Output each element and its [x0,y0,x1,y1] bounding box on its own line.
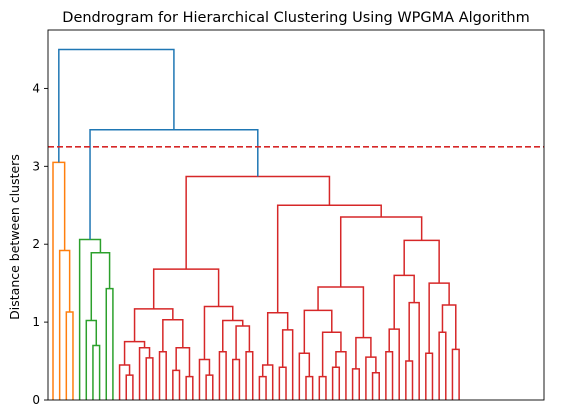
cluster-3-link-27 [232,358,241,400]
cluster-3-link-57 [438,331,447,400]
cluster-3-link-37 [303,309,333,354]
cluster-3-link-17 [158,350,167,400]
cluster-3-link-10 [133,308,174,342]
cluster-3-link-53 [405,360,414,400]
cluster-3-link-45 [351,368,360,400]
chart-title: Dendrogram for Hierarchical Clustering U… [62,10,529,26]
cluster-3-link-46 [365,356,377,400]
cluster-3-link-49 [393,274,415,330]
cluster-3-link-16 [162,319,184,352]
cluster-3-link-15 [145,357,154,400]
cluster-3-link-20 [185,375,194,400]
cluster-3-link-13 [125,374,134,400]
cluster-3-link-42 [335,350,347,400]
dendrogram-links [52,48,460,400]
cluster-3-link-14 [138,347,151,400]
cluster-3-link-56 [441,304,457,350]
cluster-3-link-30 [266,312,289,365]
cluster-1-link-0 [52,161,66,400]
cluster-2-link-4 [90,252,111,321]
cluster-3-link-12 [118,364,131,400]
cluster-3-link-24 [222,319,244,352]
cluster-3-link-9 [152,268,220,309]
cluster-3-link-40 [321,331,342,377]
cluster-3-link-44 [355,336,372,369]
cluster-3-link-54 [428,282,450,354]
y-axis-ticks: 0 1 2 3 4 [32,81,48,407]
plot-frame [47,29,545,401]
cluster-2-link-6 [92,344,101,400]
cluster-3-link-41 [318,375,327,400]
cluster-3-link-34 [278,366,287,400]
cluster-3-link-38 [298,352,311,400]
cluster-3-link-32 [258,375,267,400]
cluster-3-link-55 [425,352,434,400]
cluster-3-link-39 [305,375,314,400]
y-tick-label-4: 4 [32,81,40,95]
cluster-3-link-47 [371,371,380,400]
cluster-2-link-7 [105,287,114,400]
cluster-3-link-28 [245,350,254,400]
cluster-3-link-43 [331,366,341,400]
cluster-3-link-58 [451,348,460,400]
cluster-3-link-48 [403,239,440,284]
y-tick-label-1: 1 [32,315,40,329]
cluster-3-link-23 [205,374,214,400]
cluster-3-link-8 [185,175,331,270]
root-link [58,48,175,163]
cluster-3-link-11 [123,340,146,365]
cluster-3-link-50 [388,328,400,400]
cluster-3-link-31 [261,364,274,400]
cluster-2-link-5 [85,319,98,400]
cluster-3-link-25 [218,350,227,400]
cluster-3-link-52 [408,301,420,400]
upper-link [89,128,259,240]
cluster-3-link-29 [276,204,382,313]
cluster-1-link-1 [58,249,71,400]
cluster-3-link-22 [198,358,211,400]
cluster-3-link-36 [317,286,365,338]
cluster-2-link-3 [78,238,102,400]
cluster-1-link-2 [65,311,74,400]
cluster-3-link-51 [385,350,394,400]
cluster-3-link-26 [235,325,251,360]
cluster-3-link-33 [281,329,294,400]
y-tick-label-0: 0 [32,393,40,407]
cluster-3-link-19 [172,369,181,400]
y-tick-label-2: 2 [32,237,40,251]
y-axis-label: Distance between clusters [7,154,22,320]
y-tick-label-3: 3 [32,159,40,173]
cluster-3-link-35 [339,216,423,288]
cluster-3-link-21 [203,305,234,360]
cluster-3-link-18 [175,347,191,377]
